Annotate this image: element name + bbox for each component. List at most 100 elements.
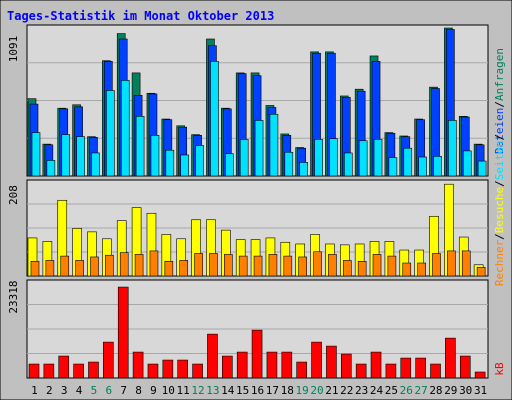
bar-kb-day-12 [192, 363, 203, 379]
bar-rechner-day-23 [357, 260, 367, 277]
bar-seiten-day-23 [358, 140, 368, 177]
bar-seiten-day-9 [150, 135, 160, 177]
bar-seiten-day-4 [76, 136, 85, 177]
bar-rechner-day-4 [75, 260, 84, 277]
x-tick-label-21: 21 [325, 384, 338, 397]
legend-besuche: Besuche [493, 187, 506, 233]
x-tick-label-30: 30 [459, 384, 472, 397]
bar-seiten-day-7 [120, 80, 130, 177]
legend-sep-1: / [493, 101, 506, 108]
x-tick-label-5: 5 [91, 384, 98, 397]
bar-rechner-day-26 [402, 262, 412, 277]
bar-rechner-day-19 [298, 256, 307, 277]
bar-kb-day-18 [281, 351, 293, 379]
bar-kb-day-11 [177, 359, 189, 379]
bar-kb-day-21 [326, 345, 337, 379]
bar-rechner-day-21 [328, 254, 337, 277]
chart-title: Tages-Statistik im Monat Oktober 2013 [7, 9, 274, 23]
bar-rechner-day-1 [30, 260, 40, 277]
x-axis-labels: 1 2 3 4 5 6 7 8 9 10 11 12 13 14 15 16 17 18 19 20 21 22 23 24 2… [31, 384, 487, 397]
bar-kb-day-27 [415, 357, 426, 379]
x-tick-label-26: 26 [400, 384, 413, 397]
bar-rechner-day-12 [194, 253, 203, 277]
kb-panel [26, 279, 489, 379]
bar-seiten-day-26 [403, 147, 413, 177]
x-tick-label-19: 19 [295, 384, 308, 397]
x-tick-label-14: 14 [221, 384, 235, 397]
bar-rechner-day-6 [105, 254, 114, 277]
bar-kb-day-29 [445, 337, 456, 379]
bar-seiten-day-22 [343, 152, 353, 177]
bar-rechner-day-5 [90, 256, 99, 277]
legend-top: Dateien/Anfragen [493, 48, 506, 154]
bar-seiten-day-14 [225, 153, 234, 177]
bar-kb-day-7 [117, 286, 129, 379]
bar-kb-day-22 [340, 353, 352, 379]
x-tick-label-9: 9 [150, 384, 157, 397]
legend-dateien: Dateien [493, 108, 506, 154]
x-tick-label-3: 3 [61, 384, 68, 397]
bar-rechner-day-18 [283, 255, 293, 277]
bar-seiten-day-6 [106, 90, 115, 177]
bar-rechner-day-7 [119, 252, 129, 277]
legend-bottom: kB [493, 362, 506, 376]
legend-sep-4: / [493, 134, 506, 141]
bar-kb-day-3 [58, 355, 70, 379]
x-tick-label-11: 11 [177, 384, 190, 397]
x-tick-label-25: 25 [385, 384, 398, 397]
bar-rechner-day-30 [461, 250, 471, 277]
bar-kb-day-24 [370, 351, 382, 379]
bar-kb-day-8 [132, 351, 144, 379]
bar-kb-day-25 [385, 363, 397, 379]
bar-kb-day-23 [355, 363, 367, 379]
x-tick-label-1: 1 [31, 384, 38, 397]
bar-rechner-day-15 [238, 255, 248, 277]
x-tick-label-20: 20 [310, 384, 323, 397]
bar-seiten-day-10 [165, 149, 175, 177]
bar-kb-day-15 [236, 351, 248, 379]
x-tick-label-29: 29 [444, 384, 457, 397]
x-tick-label-10: 10 [162, 384, 175, 397]
x-tick-label-17: 17 [266, 384, 279, 397]
bar-seiten-day-11 [180, 154, 190, 177]
bar-seiten-day-30 [462, 150, 472, 177]
bar-rechner-day-24 [372, 254, 382, 277]
x-tick-label-12: 12 [191, 384, 204, 397]
bar-rechner-day-10 [164, 260, 174, 277]
bar-seiten-day-8 [135, 116, 145, 177]
bar-rechner-day-9 [149, 250, 159, 277]
bar-rechner-day-25 [387, 255, 397, 277]
bar-kb-day-14 [222, 355, 233, 379]
bar-seiten-day-2 [46, 160, 56, 177]
bar-rechner-day-16 [253, 255, 263, 277]
bar-rechner-day-28 [432, 253, 441, 277]
x-tick-label-7: 7 [120, 384, 127, 397]
bar-kb-day-9 [147, 363, 159, 379]
bar-kb-day-31 [474, 371, 486, 379]
bar-kb-day-13 [207, 333, 218, 379]
x-tick-label-28: 28 [429, 384, 442, 397]
legend-sep-3: / [493, 180, 506, 187]
bar-kb-day-2 [43, 363, 55, 379]
bar-seiten-day-29 [448, 120, 457, 177]
bar-kb-day-5 [88, 361, 99, 379]
x-tick-label-13: 13 [206, 384, 219, 397]
bar-seiten-day-15 [239, 139, 249, 177]
bar-seiten-day-19 [299, 162, 308, 177]
bar-seiten-day-17 [269, 113, 279, 177]
bar-seiten-day-1 [31, 132, 41, 177]
bar-seiten-day-12 [195, 145, 204, 177]
bar-kb-day-1 [28, 363, 40, 379]
requests-panel [26, 24, 489, 177]
x-tick-label-16: 16 [251, 384, 264, 397]
bar-kb-day-4 [73, 363, 84, 379]
x-tick-label-6: 6 [105, 384, 112, 397]
bar-rechner-day-27 [417, 262, 426, 277]
bar-seiten-day-27 [418, 156, 427, 177]
bar-kb-day-16 [251, 329, 263, 379]
bar-seiten-day-5 [91, 152, 100, 177]
bar-kb-day-17 [266, 351, 278, 379]
bar-kb-day-10 [162, 359, 174, 379]
bar-seiten-day-16 [254, 120, 264, 177]
bar-seiten-day-28 [433, 156, 442, 177]
